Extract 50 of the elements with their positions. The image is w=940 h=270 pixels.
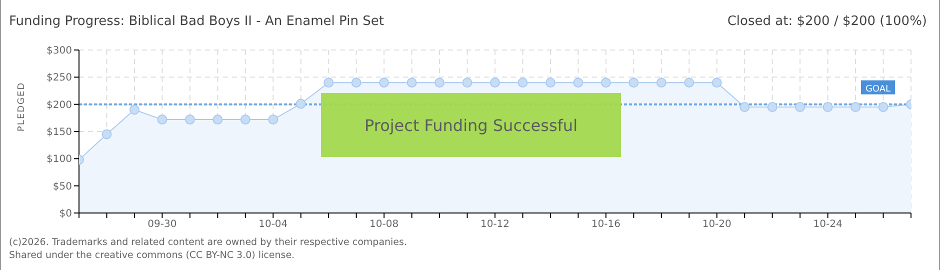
point [740, 102, 750, 112]
point [850, 102, 861, 112]
point [184, 114, 195, 125]
x-tick-label: 10-12 [480, 219, 510, 230]
point [795, 102, 806, 112]
y-tick-label: $300 [46, 46, 72, 57]
point [157, 114, 168, 125]
x-tick-label: 09-30 [148, 219, 177, 230]
point [268, 114, 278, 125]
y-tick-label: $200 [46, 100, 72, 111]
text: (c)2026. Trademarks and related content are owned by their respective companies. [9, 236, 407, 249]
y-tick-label: $100 [46, 154, 72, 166]
y-tick-label: $50 [52, 181, 72, 192]
point [656, 78, 666, 88]
point [712, 78, 722, 88]
x-tick-label: 10-04 [258, 219, 288, 230]
y-tick-label: $0 [59, 208, 72, 220]
point [628, 78, 639, 88]
ref-line-label: GOAL [865, 84, 891, 94]
x-tick-label: 10-24 [813, 219, 842, 230]
banner: Project Funding Successful [321, 93, 621, 157]
point [212, 114, 223, 125]
point [129, 104, 140, 115]
point [462, 78, 472, 88]
chart-subtitle: Closed at: $200 / $200 (100%) [727, 14, 927, 29]
y-tick-label: $150 [46, 127, 72, 138]
point [684, 78, 694, 88]
point [767, 102, 778, 112]
point [102, 129, 112, 140]
point [379, 78, 390, 88]
point [573, 78, 584, 88]
x-tick-label: 10-08 [370, 219, 399, 230]
text: Shared under the creative commons (CC BY-NC 3.0) license. [9, 249, 296, 262]
point [240, 114, 250, 125]
x-tick-label: 10-16 [591, 219, 620, 230]
point [490, 78, 500, 88]
point [878, 102, 888, 112]
point [406, 78, 417, 88]
x-tick-label: 10-20 [702, 219, 732, 230]
y-tick-label: $250 [46, 72, 72, 84]
y-axis-title: PLEDGED [17, 82, 28, 132]
chart-title: Funding Progress: Biblical Bad Boys II - An Enamel Pin Set [9, 14, 384, 29]
point [822, 102, 833, 112]
point [434, 78, 445, 88]
point [296, 98, 306, 109]
point [600, 78, 611, 88]
point [324, 78, 334, 88]
point [518, 78, 528, 88]
point [351, 78, 362, 88]
point [545, 78, 556, 88]
